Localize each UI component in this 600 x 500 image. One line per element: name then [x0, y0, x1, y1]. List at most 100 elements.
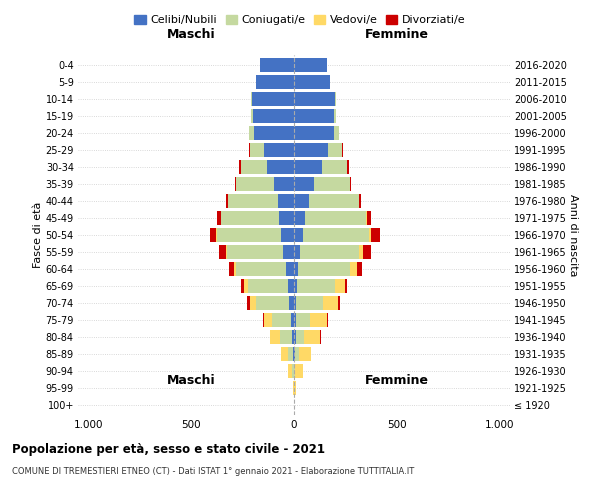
Y-axis label: Anni di nascita: Anni di nascita: [568, 194, 578, 276]
Y-axis label: Fasce di età: Fasce di età: [32, 202, 43, 268]
Bar: [303, 228, 369, 242]
Bar: [350, 177, 351, 192]
Bar: [294, 143, 328, 158]
Bar: [283, 245, 294, 259]
Bar: [254, 126, 294, 140]
Bar: [294, 126, 334, 140]
Bar: [294, 109, 334, 124]
Bar: [294, 194, 310, 208]
Bar: [288, 278, 294, 293]
Bar: [260, 58, 294, 72]
Bar: [241, 160, 267, 174]
Bar: [294, 312, 296, 327]
Bar: [221, 211, 278, 225]
Bar: [371, 228, 380, 242]
Bar: [294, 278, 297, 293]
Bar: [294, 211, 305, 225]
Bar: [300, 245, 359, 259]
Bar: [274, 177, 294, 192]
Bar: [322, 160, 347, 174]
Bar: [328, 143, 343, 158]
Bar: [294, 75, 330, 90]
Text: Maschi: Maschi: [167, 28, 215, 40]
Bar: [296, 296, 323, 310]
Bar: [235, 262, 236, 276]
Text: Femmine: Femmine: [365, 28, 429, 40]
Bar: [239, 160, 241, 174]
Bar: [294, 228, 303, 242]
Bar: [366, 211, 367, 225]
Bar: [281, 346, 288, 361]
Bar: [294, 160, 322, 174]
Bar: [294, 296, 296, 310]
Bar: [292, 364, 293, 378]
Bar: [251, 92, 252, 106]
Bar: [256, 296, 289, 310]
Bar: [286, 262, 294, 276]
Bar: [369, 228, 371, 242]
Bar: [294, 92, 335, 106]
Bar: [278, 211, 294, 225]
Text: Femmine: Femmine: [365, 374, 429, 387]
Bar: [350, 262, 357, 276]
Bar: [335, 278, 346, 293]
Bar: [334, 126, 339, 140]
Bar: [264, 312, 272, 327]
Bar: [250, 296, 256, 310]
Bar: [363, 245, 371, 259]
Bar: [297, 278, 335, 293]
Bar: [244, 278, 248, 293]
Bar: [236, 177, 274, 192]
Bar: [263, 312, 264, 327]
Bar: [281, 228, 294, 242]
Bar: [346, 278, 347, 293]
Bar: [347, 160, 349, 174]
Bar: [241, 278, 244, 293]
Text: COMUNE DI TREMESTIERI ETNEO (CT) - Dati ISTAT 1° gennaio 2021 - Elaborazione TUT: COMUNE DI TREMESTIERI ETNEO (CT) - Dati …: [12, 468, 414, 476]
Bar: [310, 194, 359, 208]
Bar: [226, 245, 227, 259]
Text: Maschi: Maschi: [167, 374, 215, 387]
Bar: [359, 194, 361, 208]
Bar: [253, 109, 294, 124]
Bar: [359, 245, 363, 259]
Bar: [294, 58, 327, 72]
Bar: [305, 211, 366, 225]
Bar: [293, 346, 294, 361]
Bar: [278, 194, 294, 208]
Bar: [295, 364, 302, 378]
Bar: [294, 262, 298, 276]
Bar: [280, 330, 292, 344]
Legend: Celibi/Nubili, Coniugati/e, Vedovi/e, Divorziati/e: Celibi/Nubili, Coniugati/e, Vedovi/e, Di…: [130, 10, 470, 30]
Bar: [247, 296, 250, 310]
Bar: [235, 177, 236, 192]
Bar: [252, 92, 294, 106]
Bar: [256, 75, 294, 90]
Bar: [248, 278, 288, 293]
Bar: [367, 211, 371, 225]
Bar: [267, 160, 294, 174]
Bar: [294, 346, 295, 361]
Bar: [338, 296, 340, 310]
Bar: [271, 330, 280, 344]
Bar: [296, 330, 304, 344]
Bar: [295, 346, 299, 361]
Bar: [228, 194, 278, 208]
Bar: [335, 92, 336, 106]
Bar: [226, 194, 228, 208]
Bar: [296, 312, 310, 327]
Bar: [272, 312, 291, 327]
Bar: [210, 228, 217, 242]
Bar: [289, 296, 294, 310]
Bar: [288, 364, 292, 378]
Bar: [294, 177, 314, 192]
Bar: [249, 126, 254, 140]
Bar: [310, 312, 327, 327]
Bar: [249, 143, 250, 158]
Bar: [314, 177, 350, 192]
Bar: [295, 380, 296, 395]
Bar: [298, 262, 350, 276]
Bar: [304, 330, 320, 344]
Bar: [334, 109, 336, 124]
Bar: [288, 346, 293, 361]
